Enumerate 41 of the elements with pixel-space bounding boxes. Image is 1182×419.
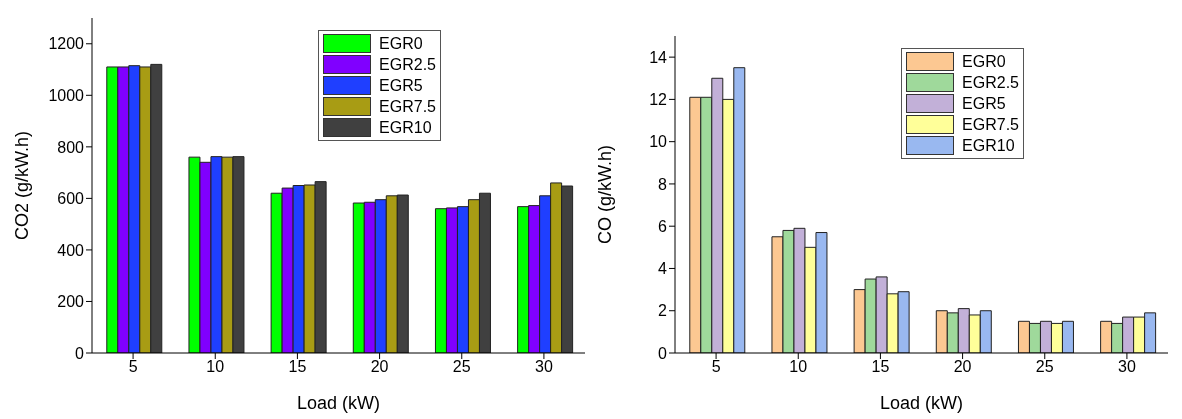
y-tick-label: 2 <box>658 302 668 320</box>
x-tick-label: 25 <box>452 358 471 376</box>
y-tick-label: 800 <box>57 138 85 156</box>
y-tick-label: 6 <box>658 217 668 235</box>
y-tick-label: 1000 <box>48 86 85 104</box>
x-tick-label: 30 <box>1118 358 1136 376</box>
y-tick-label: 1200 <box>48 35 85 53</box>
legend-label: EGR2.5 <box>379 55 436 74</box>
y-tick-label: 12 <box>649 91 668 109</box>
x-tick-label: 10 <box>789 358 808 376</box>
x-tick-label: 5 <box>711 358 721 376</box>
legend-label: EGR2.5 <box>962 73 1019 92</box>
x-tick-label: 25 <box>1035 358 1054 376</box>
legend-label: EGR10 <box>962 136 1015 155</box>
y-tick-label: 14 <box>649 48 668 66</box>
x-tick-label: 20 <box>370 358 389 376</box>
y-tick-label: 600 <box>57 190 85 208</box>
x-tick-label: 15 <box>288 358 307 376</box>
y-tick-label: 0 <box>75 344 85 362</box>
y-axis-title: CO (g/kW.h) <box>595 144 616 245</box>
y-tick-label: 4 <box>658 260 668 278</box>
x-tick-label: 20 <box>953 358 972 376</box>
x-axis-title: Load (kW) <box>296 393 381 413</box>
y-tick-label: 400 <box>57 241 85 259</box>
y-axis-title: CO2 (g/kW.h) <box>12 130 33 241</box>
x-axis-title: Load (kW) <box>879 393 964 413</box>
y-tick-label: 0 <box>658 344 668 362</box>
x-tick-label: 5 <box>128 358 138 376</box>
legend-label: EGR5 <box>379 76 423 95</box>
legend-label: EGR10 <box>379 118 432 137</box>
legend-label: EGR7.5 <box>962 115 1019 134</box>
legend-label: EGR0 <box>379 34 423 53</box>
legend-label: EGR5 <box>962 94 1006 113</box>
x-tick-label: 15 <box>871 358 890 376</box>
legend-label: EGR0 <box>962 52 1006 71</box>
y-tick-label: 8 <box>658 175 668 193</box>
legend-label: EGR7.5 <box>379 97 436 116</box>
y-tick-label: 200 <box>57 293 85 311</box>
x-tick-label: 10 <box>206 358 225 376</box>
x-tick-label: 30 <box>535 358 553 376</box>
y-tick-label: 10 <box>649 133 668 151</box>
